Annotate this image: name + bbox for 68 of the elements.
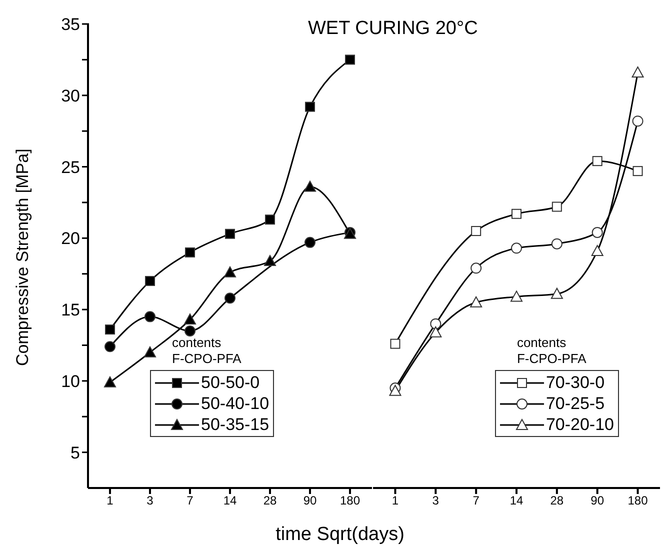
point [184, 325, 196, 336]
point [552, 202, 562, 212]
point [632, 66, 644, 78]
point [144, 311, 156, 322]
point [304, 180, 316, 192]
x-tick-label: 14 [510, 494, 524, 508]
point [632, 166, 643, 176]
legend-title: contents F-CPO-PFA [172, 335, 242, 367]
point [430, 318, 442, 330]
x-tick-label: 3 [432, 494, 440, 508]
y-tick-label: 35 [61, 15, 80, 34]
point [591, 245, 604, 256]
point [224, 292, 236, 304]
point [430, 326, 442, 338]
legend-title: contents F-CPO-PFA [516, 335, 588, 367]
y-tick-label: 5 [70, 443, 80, 462]
point [512, 208, 522, 219]
x-tick-label: 3 [146, 494, 154, 508]
x-tick-label: 28 [550, 494, 564, 508]
point [104, 376, 116, 388]
point [592, 156, 602, 166]
x-tick-label: 7 [472, 494, 480, 508]
point [470, 262, 482, 274]
point [632, 116, 644, 127]
y-axis-title: Compressive Strength [MPa] [13, 148, 32, 366]
point [104, 341, 116, 352]
x-tick-label: 14 [223, 494, 237, 508]
point [305, 102, 315, 112]
x-tick-label: 1 [392, 494, 399, 508]
point [144, 346, 156, 358]
x-tick-label: 28 [263, 494, 277, 508]
point [225, 228, 235, 239]
y-tick-label: 15 [61, 300, 80, 320]
x-tick-label: 180 [628, 494, 648, 508]
point [184, 314, 196, 325]
point [145, 276, 155, 286]
point [345, 54, 355, 65]
point [592, 226, 603, 238]
legend-label: 50-40-10 [201, 393, 270, 414]
chart-title: WET CURING 20°C [308, 18, 478, 40]
legend-label: 50-35-15 [201, 414, 270, 435]
x-axis-title: time Sqrt(days) [274, 524, 406, 546]
x-tick-label: 7 [186, 494, 194, 508]
legend-label: 70-30-0 [546, 372, 605, 393]
point [550, 288, 563, 299]
x-tick-label: 90 [590, 494, 604, 508]
point [511, 242, 522, 254]
point [185, 247, 195, 258]
point [304, 236, 316, 248]
legend-label: 70-25-5 [546, 393, 605, 414]
legend-label: 70-20-10 [546, 414, 614, 435]
point [471, 226, 482, 236]
y-tick-label: 10 [61, 372, 80, 391]
y-tick-label: 30 [61, 86, 80, 106]
x-tick-label: 180 [340, 494, 360, 508]
point [264, 254, 276, 266]
legend-label: 50-50-0 [201, 372, 260, 393]
point [224, 266, 236, 278]
point [551, 238, 562, 250]
y-tick-label: 20 [61, 229, 80, 248]
y-tick-label: 25 [61, 158, 80, 177]
point [105, 324, 115, 335]
x-tick-label: 90 [303, 494, 317, 508]
point [470, 296, 482, 308]
point [265, 214, 275, 225]
x-tick-label: 1 [106, 494, 114, 508]
point [390, 338, 400, 349]
point [510, 290, 522, 302]
